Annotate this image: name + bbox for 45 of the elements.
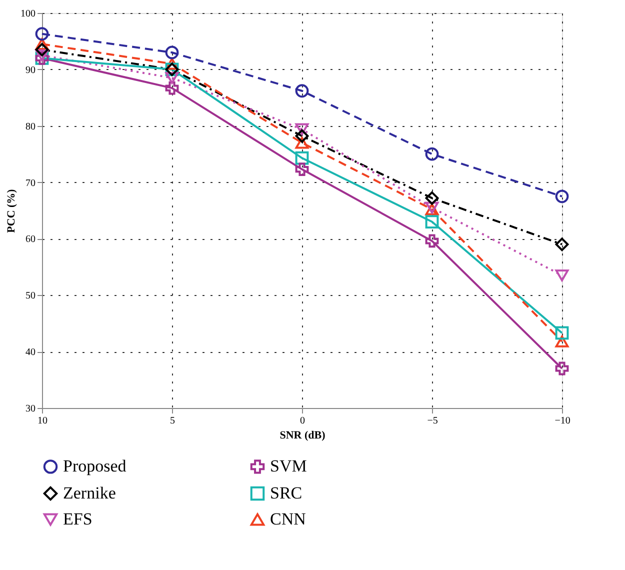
y-tick-label: 80 bbox=[26, 121, 36, 132]
point bbox=[35, 49, 49, 62]
y-tick-label: 70 bbox=[26, 178, 36, 189]
x-axis-title: SNR (dB) bbox=[280, 430, 326, 442]
legend-label: EFS bbox=[63, 510, 92, 528]
y-tick-label: 40 bbox=[26, 347, 36, 358]
point bbox=[165, 72, 179, 84]
point bbox=[555, 326, 569, 340]
point bbox=[425, 191, 439, 205]
x-tick-label: 10 bbox=[38, 416, 48, 426]
point bbox=[555, 335, 569, 348]
point bbox=[555, 269, 569, 282]
point bbox=[295, 84, 309, 98]
legend-label: SRC bbox=[270, 484, 302, 502]
legend-label: CNN bbox=[270, 510, 306, 528]
point bbox=[555, 190, 569, 204]
point bbox=[555, 362, 569, 376]
y-tick-label: 30 bbox=[26, 404, 36, 414]
legend-label: Proposed bbox=[63, 456, 127, 476]
point bbox=[35, 27, 49, 41]
point bbox=[35, 42, 49, 56]
point bbox=[295, 162, 309, 176]
point bbox=[295, 129, 309, 143]
x-tick-label: 5 bbox=[170, 416, 175, 426]
point bbox=[425, 147, 439, 161]
x-tick-label: −5 bbox=[427, 416, 438, 426]
point bbox=[165, 46, 179, 60]
y-tick-label: 60 bbox=[26, 234, 36, 246]
y-tick-label: 50 bbox=[26, 290, 36, 302]
x-tick-label: 0 bbox=[300, 416, 305, 426]
point bbox=[425, 215, 439, 228]
y-tick-label: 90 bbox=[26, 64, 36, 76]
y-tick-label: 100 bbox=[20, 8, 36, 20]
point bbox=[35, 38, 49, 50]
point bbox=[165, 58, 179, 70]
point bbox=[425, 234, 439, 248]
point bbox=[295, 123, 309, 136]
point bbox=[295, 151, 309, 165]
point bbox=[555, 238, 569, 252]
point bbox=[295, 136, 309, 149]
y-axis-title: PCC (%) bbox=[6, 188, 18, 233]
legend-label: SVM bbox=[270, 456, 307, 476]
legend-label: Zernike bbox=[63, 484, 116, 502]
point bbox=[165, 81, 179, 95]
x-tick-label: −10 bbox=[554, 416, 570, 426]
